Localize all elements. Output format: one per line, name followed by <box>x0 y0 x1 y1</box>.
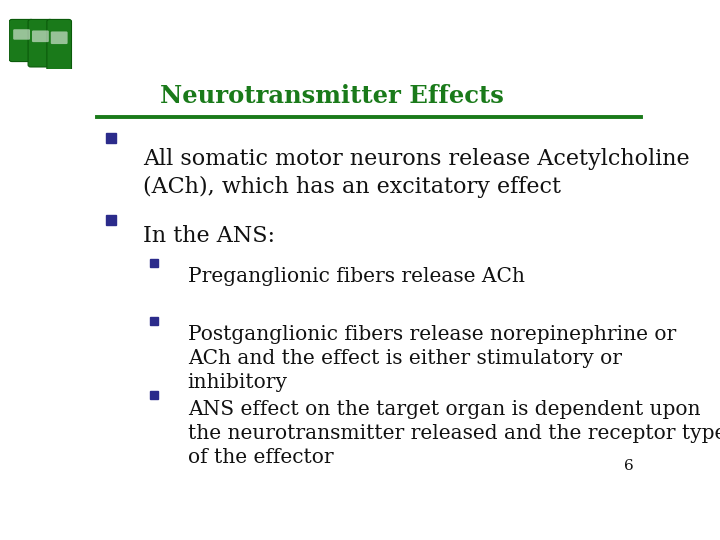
Text: 6: 6 <box>624 459 634 473</box>
FancyBboxPatch shape <box>32 30 49 42</box>
FancyBboxPatch shape <box>13 29 30 40</box>
Text: Postganglionic fibers release norepinephrine or
ACh and the effect is either sti: Postganglionic fibers release norepineph… <box>188 325 676 392</box>
Text: In the ANS:: In the ANS: <box>143 225 275 247</box>
Text: Neurotransmitter Effects: Neurotransmitter Effects <box>160 84 503 108</box>
Text: Preganglionic fibers release ACh: Preganglionic fibers release ACh <box>188 267 525 286</box>
Text: All somatic motor neurons release Acetylcholine
(ACh), which has an excitatory e: All somatic motor neurons release Acetyl… <box>143 148 690 198</box>
FancyBboxPatch shape <box>28 19 53 67</box>
FancyBboxPatch shape <box>50 31 68 44</box>
Text: ANS effect on the target organ is dependent upon
the neurotransmitter released a: ANS effect on the target organ is depend… <box>188 400 720 467</box>
FancyBboxPatch shape <box>9 19 34 62</box>
FancyBboxPatch shape <box>47 19 71 71</box>
